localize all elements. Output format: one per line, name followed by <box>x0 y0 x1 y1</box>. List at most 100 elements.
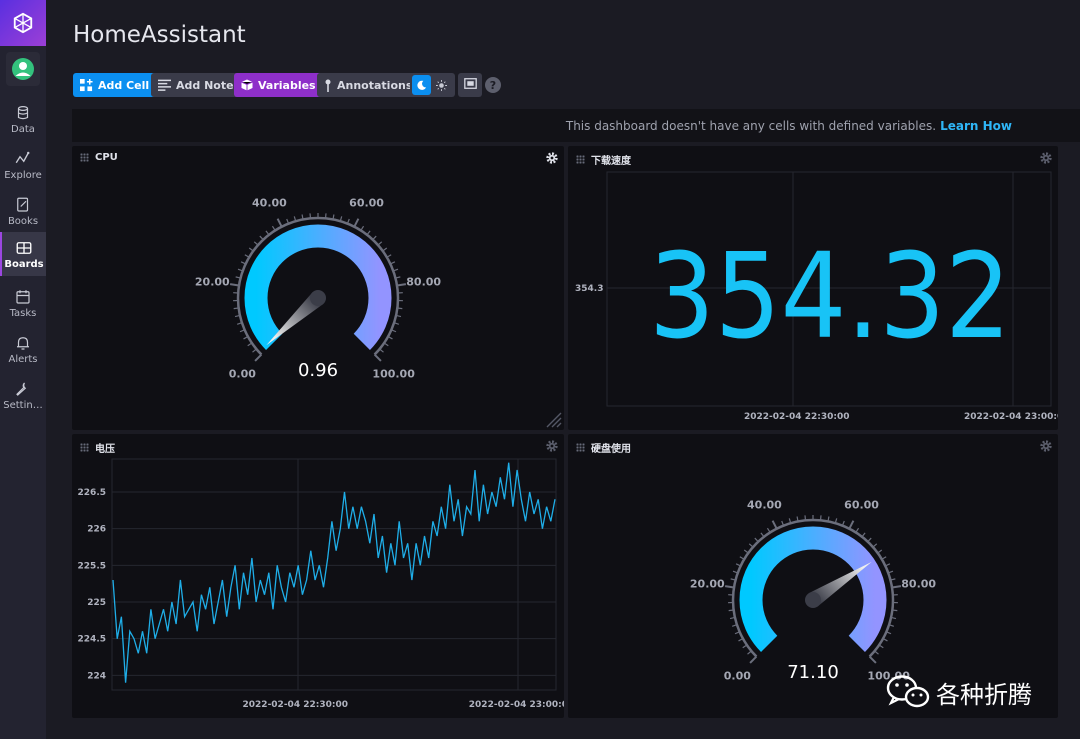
gauge-tick <box>372 235 377 241</box>
gauge-tick-label: 0.00 <box>724 670 751 683</box>
variables-message: This dashboard doesn't have any cells wi… <box>565 118 937 133</box>
gauge-tick <box>874 650 879 655</box>
gear-icon[interactable] <box>1039 151 1053 165</box>
gauge-tick <box>743 549 749 554</box>
gauge-tick <box>739 556 745 560</box>
gauge-tick <box>878 644 884 649</box>
cell-header: 硬盘使用 <box>576 440 631 455</box>
add-note-button[interactable]: Add Note <box>151 73 241 97</box>
sidebar-item-tasks[interactable]: Tasks <box>0 281 46 325</box>
gauge-tick <box>848 520 855 530</box>
sun-icon[interactable] <box>431 75 451 95</box>
variables-button[interactable]: Variables <box>234 73 323 97</box>
gear-icon[interactable] <box>1039 439 1053 453</box>
gauge-needle <box>808 561 872 607</box>
gauge-tick <box>360 225 365 231</box>
gauge-tick <box>237 268 243 272</box>
gauge-tick <box>731 624 738 627</box>
gauge-tick-label: 80.00 <box>901 577 936 590</box>
x-tick-label: 2022-02-04 23:00:0 <box>469 700 564 710</box>
gear-icon[interactable] <box>545 151 559 165</box>
gauge-tick <box>391 329 397 333</box>
bell-icon <box>17 336 29 350</box>
help-icon[interactable]: ? <box>485 77 501 93</box>
gauge-tick <box>885 563 891 567</box>
gauge-tick <box>387 336 393 340</box>
gauge-tick <box>732 570 738 574</box>
gauge-hub <box>805 592 821 608</box>
gauge-tick <box>729 616 736 620</box>
avatar[interactable] <box>6 52 40 86</box>
disk-gauge: 0.00 20.00 40.00 60.00 80.00 100.00 71.10 <box>690 499 937 683</box>
gauge-tick-label: 100.00 <box>372 368 415 381</box>
fullscreen-button[interactable] <box>458 73 482 97</box>
gauge-tick <box>382 247 388 252</box>
drag-handle-icon[interactable] <box>80 443 89 452</box>
drag-handle-icon[interactable] <box>80 153 89 162</box>
add-cell-button[interactable]: Add Cell <box>73 73 157 97</box>
gauge-tick <box>332 214 335 220</box>
gauge-tick <box>240 261 246 265</box>
cpu-gauge: 0.00 20.00 40.00 60.00 80.00 100.00 0.96 <box>195 197 442 381</box>
gauge-tick <box>234 314 241 318</box>
sidebar-item-alerts[interactable]: Alerts <box>0 327 46 371</box>
gauge-hub <box>310 290 326 306</box>
gauge-tick <box>397 307 403 310</box>
gauge-tick <box>233 307 239 310</box>
theme-toggle[interactable] <box>410 73 455 97</box>
x-tick-label: 2022-02-04 23:00:0 <box>964 412 1058 422</box>
gauge-tick <box>868 655 877 664</box>
gauge-tick <box>244 254 250 258</box>
gauge-tick <box>390 261 396 265</box>
sidebar-item-explore[interactable]: Explore <box>0 143 46 187</box>
y-tick-label: 225 <box>87 598 106 608</box>
gauge-tick <box>882 638 888 642</box>
gauge-tick <box>252 348 257 353</box>
graph-icon <box>15 151 30 163</box>
gauge-tick <box>393 268 399 272</box>
gauge-tick-label: 0.00 <box>229 368 256 381</box>
gauge-tick <box>247 342 253 347</box>
add-cell-icon <box>80 78 93 92</box>
influx-logo-icon[interactable] <box>0 0 46 46</box>
sidebar-item-label: Alerts <box>8 353 38 365</box>
gauge-tick <box>891 585 902 589</box>
gauge-tick <box>379 348 384 353</box>
gauge-tick <box>395 276 401 279</box>
gauge-tick <box>735 563 741 567</box>
gear-icon[interactable] <box>545 439 559 453</box>
gauge-tick <box>276 218 283 228</box>
gauge-tick <box>749 655 758 664</box>
cell-download-speed: 下载速度 354.3 2022-02-04 22:30:00 2022-02-0… <box>568 146 1058 430</box>
learn-how-link[interactable]: Learn How <box>940 118 1012 133</box>
y-tick-label: 354.3 <box>575 284 603 294</box>
wechat-icon <box>886 675 930 708</box>
sidebar-item-boards[interactable]: Boards <box>0 232 46 276</box>
gauge-tick <box>771 520 778 530</box>
gauge-tick <box>248 247 254 252</box>
gauge-tick <box>239 329 245 333</box>
calendar-icon <box>16 289 30 304</box>
drag-handle-icon[interactable] <box>576 443 585 452</box>
resize-handle-icon[interactable] <box>544 410 562 428</box>
sidebar-item-data[interactable]: Data <box>0 97 46 141</box>
gauge-tick <box>890 616 897 620</box>
database-icon <box>17 105 29 119</box>
sidebar-item-settings[interactable]: Settin… <box>0 373 46 417</box>
gauge-tick <box>734 631 740 635</box>
gauge-tick <box>861 532 866 538</box>
drag-handle-icon[interactable] <box>576 155 585 164</box>
gauge-tick <box>386 254 392 258</box>
moon-icon[interactable] <box>412 75 431 95</box>
cell-title: 下载速度 <box>591 156 631 167</box>
cell-title: 硬盘使用 <box>591 444 631 455</box>
gauge-tick <box>271 225 276 231</box>
gauge-tick <box>393 322 400 325</box>
gauge-tick <box>254 353 263 362</box>
cell-header: 下载速度 <box>576 152 631 167</box>
annotations-button[interactable]: Annotations <box>317 73 420 97</box>
y-tick-label: 224 <box>87 671 106 681</box>
cell-header: CPU <box>80 152 118 163</box>
sidebar-item-books[interactable]: Books <box>0 189 46 233</box>
gauge-tick <box>353 218 360 228</box>
